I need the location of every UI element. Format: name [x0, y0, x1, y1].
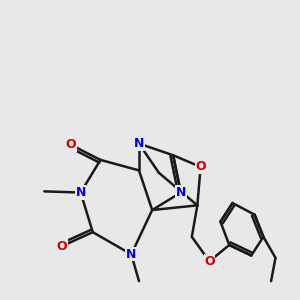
Text: O: O: [195, 160, 206, 173]
Text: O: O: [65, 138, 76, 151]
Text: N: N: [176, 186, 186, 199]
Text: N: N: [76, 186, 86, 199]
Text: N: N: [126, 248, 136, 261]
Text: O: O: [57, 240, 67, 253]
Text: O: O: [204, 255, 215, 268]
Text: N: N: [134, 137, 144, 150]
